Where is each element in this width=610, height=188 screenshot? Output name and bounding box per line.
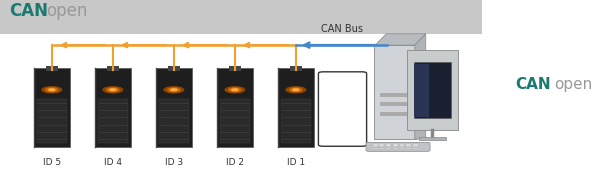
Bar <box>414 64 429 117</box>
Bar <box>281 99 311 143</box>
FancyBboxPatch shape <box>374 45 416 139</box>
Bar <box>406 148 411 149</box>
Circle shape <box>225 87 245 93</box>
Bar <box>37 99 67 143</box>
Bar <box>413 148 418 149</box>
Bar <box>386 148 391 149</box>
Text: ID 2: ID 2 <box>226 158 244 167</box>
Bar <box>379 148 384 149</box>
FancyBboxPatch shape <box>366 142 430 151</box>
Text: UP TO: UP TO <box>332 81 353 86</box>
Text: ID 1: ID 1 <box>287 158 305 167</box>
Bar <box>414 62 451 118</box>
Circle shape <box>42 87 62 93</box>
Circle shape <box>107 88 119 92</box>
Circle shape <box>164 87 184 93</box>
Bar <box>413 146 418 147</box>
Bar <box>373 146 378 147</box>
Bar <box>419 137 446 140</box>
Bar <box>220 99 250 143</box>
Text: ID 5: ID 5 <box>43 158 61 167</box>
Bar <box>229 66 241 70</box>
Text: 127: 127 <box>319 100 366 121</box>
Bar <box>380 93 410 97</box>
Bar <box>393 144 398 146</box>
Bar <box>400 146 404 147</box>
Bar <box>34 68 70 147</box>
Circle shape <box>171 89 177 91</box>
Circle shape <box>286 87 306 93</box>
Bar <box>379 146 384 147</box>
Circle shape <box>232 89 238 91</box>
Text: CAN: CAN <box>515 77 551 92</box>
Bar <box>386 144 391 146</box>
FancyBboxPatch shape <box>407 50 458 130</box>
Circle shape <box>49 89 55 91</box>
Bar <box>400 148 404 149</box>
Bar <box>406 146 411 147</box>
Text: ID 3: ID 3 <box>165 158 183 167</box>
Bar <box>379 144 384 146</box>
Bar <box>168 66 180 70</box>
Circle shape <box>110 89 116 91</box>
Bar <box>159 99 189 143</box>
Bar <box>156 68 192 147</box>
Bar <box>278 68 314 147</box>
Text: CAN: CAN <box>9 2 48 20</box>
Circle shape <box>229 88 241 92</box>
Text: ID 4: ID 4 <box>104 158 122 167</box>
Circle shape <box>293 89 299 91</box>
Bar <box>98 99 128 143</box>
Polygon shape <box>415 34 426 139</box>
Text: AXES: AXES <box>333 133 352 138</box>
FancyBboxPatch shape <box>318 72 367 146</box>
Bar <box>393 146 398 147</box>
Text: open: open <box>46 2 87 20</box>
Bar <box>373 144 378 146</box>
Bar <box>290 66 302 70</box>
Bar <box>95 68 131 147</box>
Bar <box>393 148 398 149</box>
Bar <box>380 102 410 106</box>
Circle shape <box>103 87 123 93</box>
Bar <box>386 146 391 147</box>
Text: CAN Bus: CAN Bus <box>321 24 362 34</box>
Bar <box>413 144 418 146</box>
Bar <box>400 144 404 146</box>
Circle shape <box>290 88 302 92</box>
Circle shape <box>46 88 58 92</box>
Bar <box>380 112 410 116</box>
Bar <box>107 66 119 70</box>
Text: open: open <box>554 77 592 92</box>
Bar <box>406 144 411 146</box>
Polygon shape <box>375 34 426 45</box>
Bar <box>373 148 378 149</box>
Bar <box>46 66 58 70</box>
Bar <box>217 68 253 147</box>
Bar <box>0 0 482 34</box>
Circle shape <box>168 88 180 92</box>
